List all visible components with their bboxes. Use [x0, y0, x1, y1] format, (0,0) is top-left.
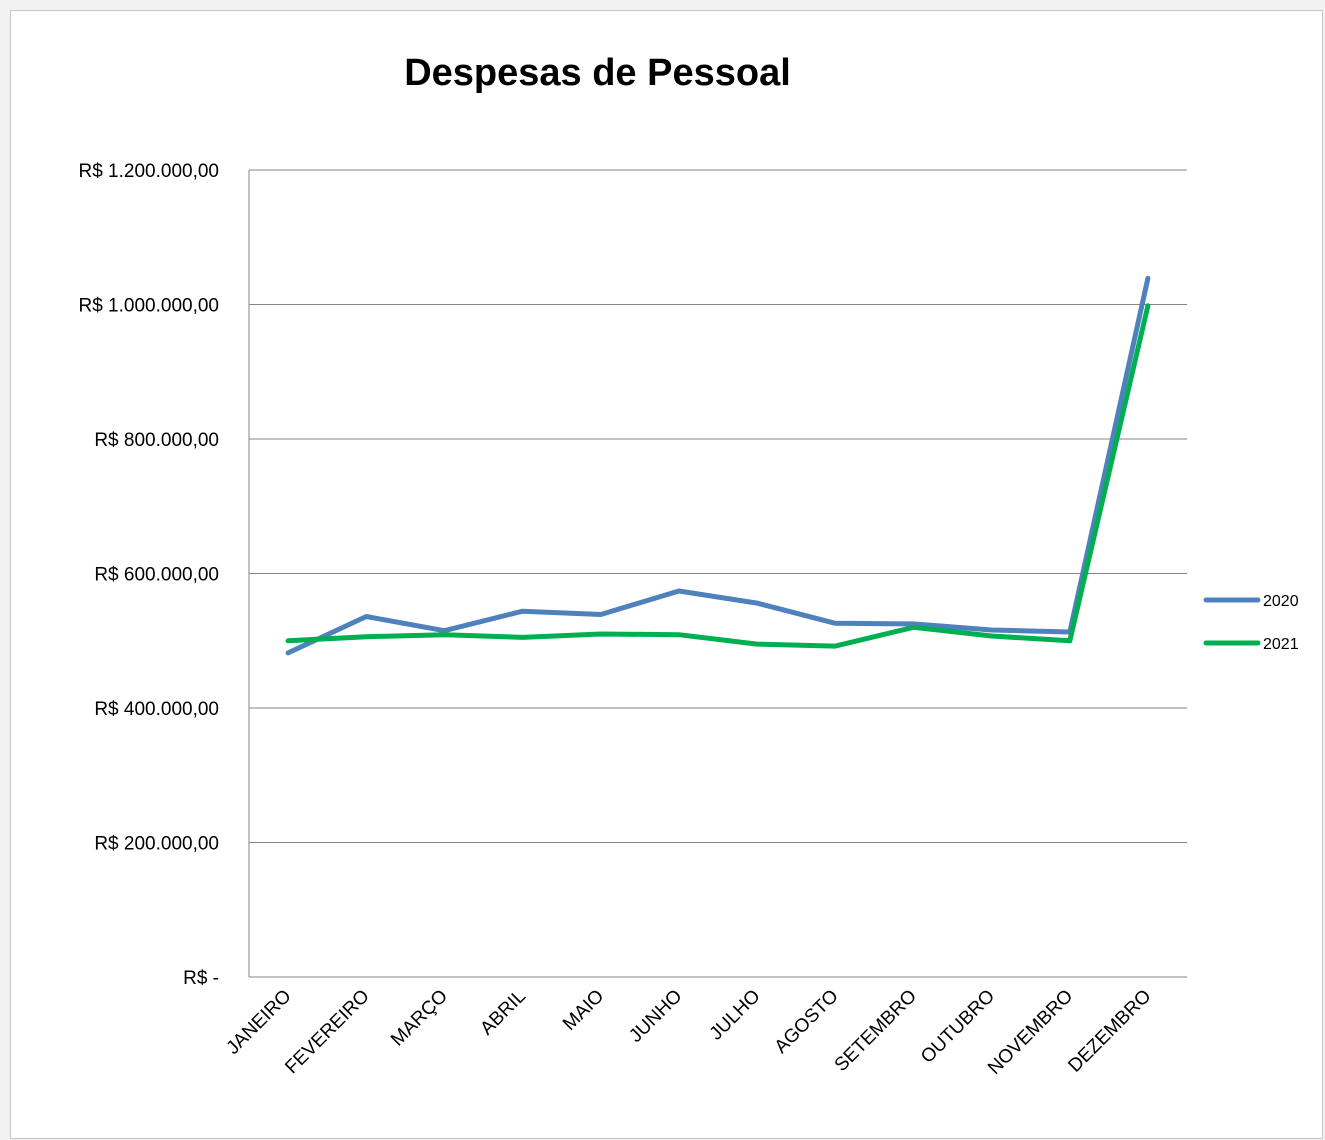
series-line-2021 [285, 303, 1151, 649]
x-tick-label: MARÇO [387, 986, 452, 1051]
y-tick-label: R$ 600.000,00 [94, 565, 219, 586]
y-tick-label: R$ 1.200.000,00 [78, 161, 219, 182]
x-tick-label: AGOSTO [771, 986, 843, 1058]
y-tick-label: R$ - [183, 968, 219, 989]
x-tick-label: MAIO [559, 986, 608, 1035]
x-tick-label: SETEMBRO [831, 986, 921, 1076]
series-lines [285, 275, 1151, 656]
legend-label: 2020 [1263, 593, 1299, 610]
chart-title: Despesas de Pessoal [404, 52, 791, 94]
x-tick-label: JUNHO [625, 986, 686, 1047]
y-tick-label: R$ 800.000,00 [94, 430, 219, 451]
legend-label: 2021 [1263, 636, 1299, 653]
x-tick-label: FEVEREIRO [281, 986, 373, 1078]
chart-frame [10, 10, 1323, 1139]
series-line-2020 [285, 275, 1151, 656]
x-tick-label: JULHO [706, 986, 765, 1045]
x-tick-label: DEZEMBRO [1064, 986, 1155, 1077]
x-tick-label: ABRIL [476, 986, 530, 1040]
gridlines [249, 169, 1187, 978]
x-tick-label: JANEIRO [223, 986, 296, 1059]
legend: 2020 2021 [1203, 593, 1299, 653]
x-tick-label: OUTUBRO [917, 986, 999, 1068]
y-tick-label: R$ 200.000,00 [94, 834, 219, 855]
y-axis-tick-labels: R$ - R$ 200.000,00 R$ 400.000,00 R$ 600.000… [78, 161, 219, 989]
y-tick-label: R$ 1.000.000,00 [78, 296, 219, 317]
y-tick-label: R$ 400.000,00 [94, 699, 219, 720]
